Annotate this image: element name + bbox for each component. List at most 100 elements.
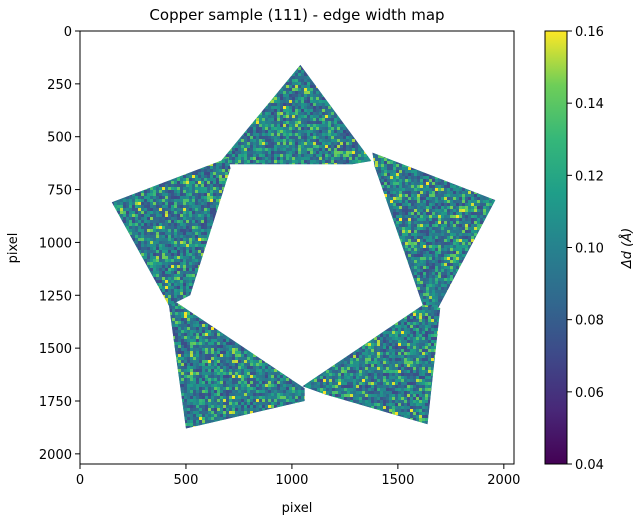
heatmap-cell	[425, 343, 428, 346]
heatmap-cell	[456, 221, 459, 224]
heatmap-cell	[310, 139, 313, 142]
heatmap-cell	[307, 154, 310, 157]
heatmap-cell	[453, 227, 456, 230]
heatmap-cell	[316, 127, 319, 130]
heatmap-cell	[274, 130, 277, 133]
heatmap-cell	[425, 340, 428, 343]
heatmap-cell	[420, 266, 423, 269]
heatmap-cell	[432, 221, 435, 224]
heatmap-cell	[368, 370, 371, 373]
heatmap-cell	[440, 307, 441, 310]
heatmap-cell	[346, 142, 349, 145]
heatmap-cell	[253, 157, 256, 160]
heatmap-cell	[301, 103, 304, 106]
heatmap-cell	[395, 325, 398, 328]
heatmap-cell	[434, 334, 437, 337]
heatmap-cell	[456, 191, 459, 194]
heatmap-cell	[437, 310, 440, 313]
heatmap-cell	[489, 200, 492, 203]
heatmap-cell	[422, 367, 425, 370]
heatmap-cell	[431, 325, 434, 328]
heatmap-cell	[322, 124, 325, 127]
heatmap-cell	[377, 337, 380, 340]
heatmap-cell	[417, 287, 420, 290]
heatmap-cell	[280, 163, 283, 165]
heatmap-cell	[313, 154, 316, 157]
heatmap-cell	[286, 97, 289, 100]
heatmap-cell	[268, 142, 271, 145]
heatmap-cell	[271, 154, 274, 157]
heatmap-cell	[438, 302, 441, 305]
heatmap-cell	[413, 331, 416, 334]
heatmap-cell	[423, 200, 426, 203]
heatmap-cell	[256, 145, 259, 148]
heatmap-cell	[429, 176, 432, 179]
heatmap-cell	[425, 337, 428, 340]
heatmap-cell	[429, 194, 432, 197]
heatmap-cell	[426, 281, 429, 284]
heatmap-cell	[298, 64, 301, 67]
heatmap-cell	[280, 139, 283, 142]
heatmap-cell	[256, 148, 259, 151]
heatmap-cell	[453, 251, 456, 254]
heatmap-cell	[462, 257, 465, 260]
heatmap-cell	[441, 263, 444, 266]
heatmap-cell	[401, 340, 404, 343]
heatmap-cell	[408, 221, 411, 224]
heatmap-cell	[402, 245, 405, 248]
heatmap-cell	[250, 163, 253, 165]
heatmap-cell	[349, 163, 352, 165]
heatmap-cell	[352, 139, 355, 142]
heatmap-cell	[383, 367, 386, 370]
heatmap-cell	[283, 85, 286, 88]
heatmap-cell	[429, 206, 432, 209]
heatmap-cell	[486, 203, 489, 206]
heatmap-cell	[241, 136, 244, 139]
heatmap-cell	[428, 361, 431, 364]
heatmap-cell	[441, 209, 444, 212]
heatmap-cell	[414, 176, 417, 179]
heatmap-cell	[431, 352, 434, 355]
heatmap-cell	[413, 328, 416, 331]
heatmap-cell	[438, 197, 441, 200]
heatmap-cell	[316, 91, 319, 94]
heatmap-cell	[411, 173, 414, 176]
heatmap-cell	[250, 145, 253, 148]
heatmap-cell	[441, 227, 444, 230]
heatmap-cell	[319, 151, 322, 154]
heatmap-cell	[468, 236, 471, 239]
heatmap-cell	[441, 284, 444, 287]
heatmap-cell	[313, 136, 316, 139]
heatmap-cell	[289, 109, 292, 112]
heatmap-cell	[419, 337, 422, 340]
heatmap-cell	[435, 233, 438, 236]
heatmap-cell	[334, 130, 337, 133]
heatmap-cell	[289, 76, 292, 79]
heatmap-cell	[429, 245, 432, 248]
heatmap-cell	[232, 157, 235, 160]
heatmap-cell	[307, 82, 310, 85]
heatmap-cell	[438, 290, 441, 293]
heatmap-cell	[411, 200, 414, 203]
heatmap-cell	[307, 139, 310, 142]
heatmap-cell	[395, 352, 398, 355]
heatmap-cell	[477, 224, 480, 227]
heatmap-cell	[453, 197, 456, 200]
heatmap-cell	[262, 157, 265, 160]
heatmap-cell	[459, 242, 462, 245]
heatmap-cell	[450, 269, 453, 272]
heatmap-cell	[301, 142, 304, 145]
heatmap-cell	[401, 322, 404, 325]
heatmap-cell	[313, 133, 316, 136]
heatmap-cell	[423, 287, 426, 290]
heatmap-cell	[405, 209, 408, 212]
heatmap-cell	[428, 334, 431, 337]
heatmap-cell	[420, 245, 423, 248]
heatmap-cell	[253, 145, 256, 148]
heatmap-cell	[346, 145, 349, 148]
heatmap-cell	[338, 370, 341, 373]
heatmap-cell	[441, 290, 444, 293]
heatmap-cell	[283, 133, 286, 136]
heatmap-cell	[423, 230, 426, 233]
heatmap-cell	[292, 88, 295, 91]
